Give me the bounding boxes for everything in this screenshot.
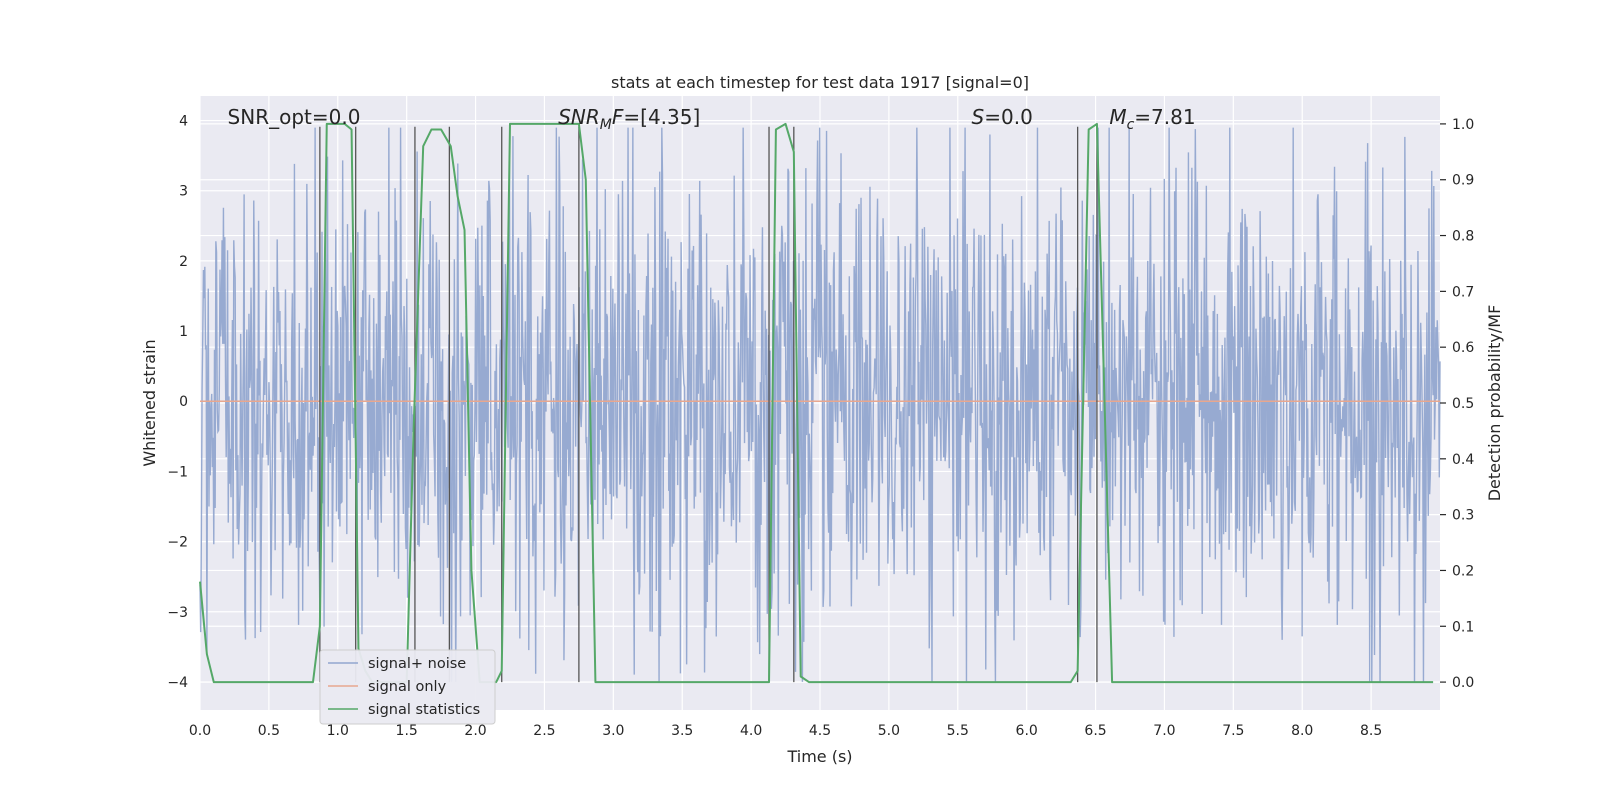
annotation-1: SNRMF=[4.35] bbox=[558, 105, 700, 133]
y-tick-label: 2 bbox=[179, 254, 188, 270]
series-signal-noise bbox=[199, 127, 1441, 682]
x-tick-label: 0.0 bbox=[189, 723, 211, 739]
y-axis-right-ticks: 0.0 0.1 0.2 0.3 0.4 0.5 0.6 0.7 0.8 0.9 1.0 bbox=[1440, 117, 1474, 691]
noise-line bbox=[199, 127, 1441, 682]
y-tick-label: −1 bbox=[167, 464, 188, 480]
y2-tick-label: 0.3 bbox=[1452, 508, 1474, 524]
y2-tick-label: 0.1 bbox=[1452, 619, 1474, 635]
legend-label-noise: signal+ noise bbox=[368, 656, 466, 672]
x-tick-label: 1.5 bbox=[396, 723, 418, 739]
y2-tick-label: 0.2 bbox=[1452, 563, 1474, 579]
legend-box bbox=[319, 649, 496, 725]
y2-axis-label: Detection probability/MF bbox=[1485, 305, 1504, 502]
y2-tick-label: 0.6 bbox=[1452, 340, 1474, 356]
chart-title: stats at each timestep for test data 191… bbox=[611, 73, 1029, 92]
x-tick-label: 3.5 bbox=[671, 723, 693, 739]
x-tick-label: 2.5 bbox=[533, 723, 555, 739]
x-tick-label: 8.5 bbox=[1360, 723, 1382, 739]
x-axis-label: Time (s) bbox=[786, 747, 852, 766]
y2-tick-label: 0.8 bbox=[1452, 229, 1474, 245]
y-tick-label: 0 bbox=[179, 394, 188, 410]
x-tick-label: 7.5 bbox=[1222, 723, 1244, 739]
y-tick-label: 4 bbox=[179, 114, 188, 130]
y-tick-label: 3 bbox=[179, 184, 188, 200]
x-tick-label: 6.0 bbox=[1016, 723, 1038, 739]
y2-tick-label: 1.0 bbox=[1452, 117, 1474, 133]
annotation-2: S=0.0 bbox=[972, 105, 1033, 129]
y-tick-label: −3 bbox=[167, 605, 188, 621]
legend: signal+ noise signal only signal statist… bbox=[319, 649, 496, 725]
grid-lines bbox=[199, 96, 1440, 710]
x-tick-label: 2.0 bbox=[464, 723, 486, 739]
x-tick-label: 8.0 bbox=[1291, 723, 1313, 739]
annotation-3: Mc=7.81 bbox=[1109, 105, 1195, 133]
x-axis-ticks: 0.0 0.5 1.0 1.5 2.0 2.5 3.0 3.5 4.0 4.5 5.0 5.5 6.0 6… bbox=[189, 723, 1382, 739]
x-tick-label: 0.5 bbox=[258, 723, 280, 739]
annotation-0: SNR_opt=0.0 bbox=[228, 105, 361, 129]
y-tick-label: 1 bbox=[179, 324, 188, 340]
legend-label-signal-only: signal only bbox=[368, 679, 447, 695]
x-tick-label: 3.0 bbox=[602, 723, 624, 739]
legend-label-signal-statistics: signal statistics bbox=[368, 702, 480, 718]
y-axis-label: Whitened strain bbox=[140, 339, 159, 466]
y2-tick-label: 0.5 bbox=[1452, 396, 1474, 412]
x-tick-label: 4.0 bbox=[740, 723, 762, 739]
y2-tick-label: 0.0 bbox=[1452, 675, 1474, 691]
x-tick-label: 5.5 bbox=[947, 723, 969, 739]
y2-tick-label: 0.7 bbox=[1452, 284, 1474, 300]
annotations: SNR_opt=0.0 SNRMF=[4.35] S=0.0 Mc=7.81 bbox=[228, 105, 1196, 133]
y-tick-label: −4 bbox=[167, 675, 188, 691]
x-tick-label: 4.5 bbox=[809, 723, 831, 739]
x-tick-label: 6.5 bbox=[1084, 723, 1106, 739]
y-tick-label: −2 bbox=[167, 535, 188, 551]
y-axis-left-ticks: −4 −3 −2 −1 0 1 2 3 4 bbox=[167, 114, 188, 691]
y2-tick-label: 0.9 bbox=[1452, 173, 1474, 189]
x-tick-label: 7.0 bbox=[1153, 723, 1175, 739]
x-tick-label: 1.0 bbox=[327, 723, 349, 739]
y2-tick-label: 0.4 bbox=[1452, 452, 1474, 468]
x-tick-label: 5.0 bbox=[878, 723, 900, 739]
